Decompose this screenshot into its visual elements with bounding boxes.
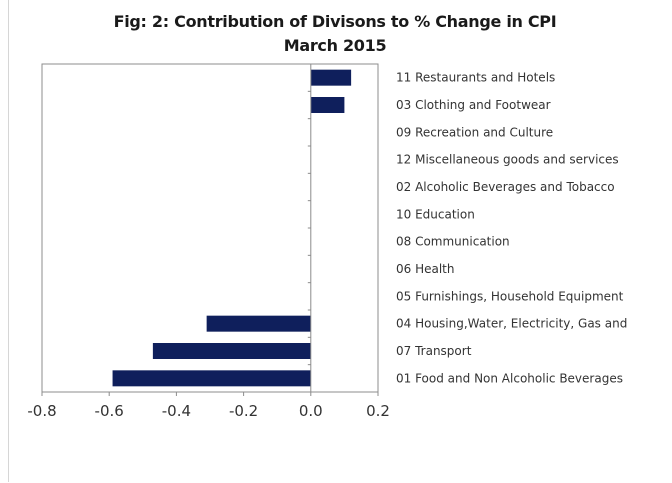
bar: [310, 97, 345, 113]
category-label: 01 Food and Non Alcoholic Beverages: [396, 371, 623, 385]
category-label: 07 Transport: [396, 344, 472, 358]
bar: [112, 370, 311, 387]
category-label: 06 Health: [396, 262, 455, 276]
chart-title: Fig: 2: Contribution of Divisons to % Ch…: [113, 12, 557, 31]
category-label: 10 Education: [396, 207, 475, 221]
category-label: 02 Alcoholic Beverages and Tobacco: [396, 180, 615, 194]
plot-area: [41, 63, 379, 393]
category-label: 11 Restaurants and Hotels: [396, 71, 555, 85]
category-label: 03 Clothing and Footwear: [396, 98, 551, 112]
x-tick-label: -0.4: [162, 402, 191, 420]
category-label: 08 Communication: [396, 235, 510, 249]
category-label: 12 Miscellaneous goods and services: [396, 153, 619, 167]
category-label: 09 Recreation and Culture: [396, 125, 553, 139]
bar: [152, 343, 311, 359]
category-label: 04 Housing,Water, Electricity, Gas and: [396, 317, 627, 331]
x-tick-label: -0.8: [27, 402, 56, 420]
bar: [206, 315, 311, 332]
chart-subtitle: March 2015: [283, 36, 387, 55]
x-tick-label: -0.6: [95, 402, 124, 420]
x-tick-label: -0.2: [229, 402, 258, 420]
bar: [310, 69, 352, 86]
category-label: 05 Furnishings, Household Equipment: [396, 289, 624, 303]
x-tick-label: 0.0: [299, 402, 323, 420]
x-tick-label: 0.2: [366, 402, 390, 420]
